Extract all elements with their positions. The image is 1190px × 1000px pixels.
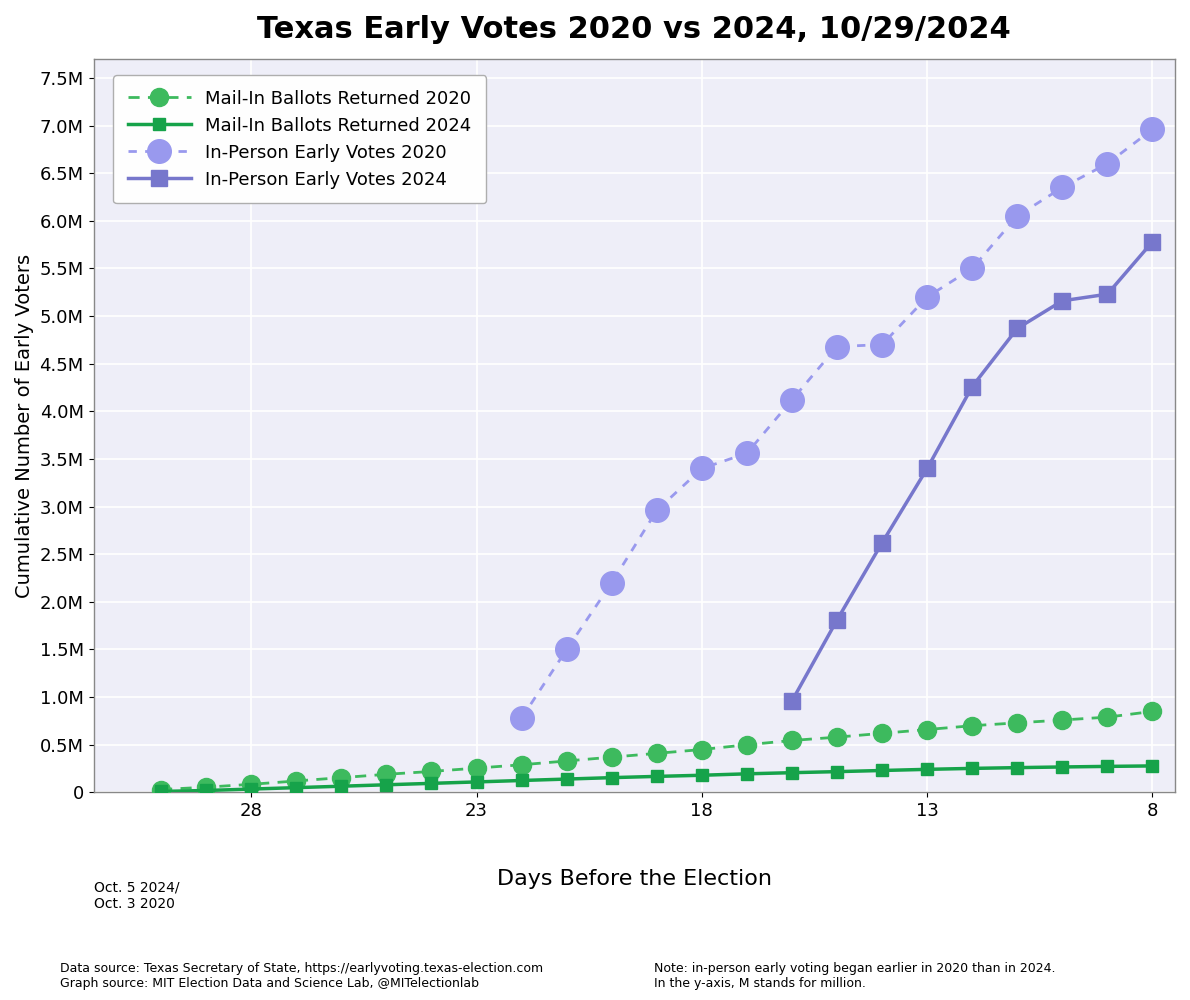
Mail-In Ballots Returned 2020 <box>380 768 394 780</box>
Mail-In Ballots Returned 2020 <box>425 765 439 777</box>
In-Person Early Votes 2024 <box>785 695 800 707</box>
Mail-In Ballots Returned 2024 <box>829 766 844 778</box>
Mail-In Ballots Returned 2020 <box>1101 711 1115 723</box>
Mail-In Ballots Returned 2020 <box>1056 714 1070 726</box>
Mail-In Ballots Returned 2024 <box>1010 762 1025 774</box>
Mail-In Ballots Returned 2020 <box>1145 705 1159 717</box>
In-Person Early Votes 2024 <box>1056 295 1070 307</box>
Mail-In Ballots Returned 2024 <box>380 779 394 791</box>
In-Person Early Votes 2024 <box>1010 322 1025 334</box>
Text: Oct. 5 2024/
Oct. 3 2020: Oct. 5 2024/ Oct. 3 2020 <box>94 880 178 911</box>
Mail-In Ballots Returned 2024 <box>650 770 664 782</box>
In-Person Early Votes 2020 <box>1101 158 1115 170</box>
Line: In-Person Early Votes 2024: In-Person Early Votes 2024 <box>784 234 1160 709</box>
Legend: Mail-In Ballots Returned 2020, Mail-In Ballots Returned 2024, In-Person Early Vo: Mail-In Ballots Returned 2020, Mail-In B… <box>113 75 487 203</box>
In-Person Early Votes 2024 <box>920 462 934 474</box>
Mail-In Ballots Returned 2020 <box>605 751 619 763</box>
In-Person Early Votes 2024 <box>1145 236 1159 248</box>
Mail-In Ballots Returned 2020 <box>559 755 574 767</box>
Text: Note: in-person early voting began earlier in 2020 than in 2024.
In the y-axis, : Note: in-person early voting began earli… <box>654 962 1056 990</box>
In-Person Early Votes 2020 <box>650 504 664 516</box>
Mail-In Ballots Returned 2020 <box>965 720 979 732</box>
In-Person Early Votes 2020 <box>965 262 979 274</box>
Mail-In Ballots Returned 2024 <box>875 764 889 776</box>
In-Person Early Votes 2020 <box>695 462 709 474</box>
Mail-In Ballots Returned 2024 <box>244 783 258 795</box>
In-Person Early Votes 2020 <box>1056 181 1070 193</box>
Mail-In Ballots Returned 2024 <box>1056 761 1070 773</box>
Mail-In Ballots Returned 2020 <box>740 739 754 751</box>
In-Person Early Votes 2020 <box>1145 123 1159 135</box>
Line: Mail-In Ballots Returned 2020: Mail-In Ballots Returned 2020 <box>152 702 1161 799</box>
Mail-In Ballots Returned 2020 <box>1010 717 1025 729</box>
Mail-In Ballots Returned 2020 <box>920 724 934 736</box>
In-Person Early Votes 2024 <box>1101 288 1115 300</box>
Mail-In Ballots Returned 2020 <box>334 772 349 784</box>
Mail-In Ballots Returned 2024 <box>785 767 800 779</box>
Mail-In Ballots Returned 2020 <box>154 784 168 796</box>
Line: Mail-In Ballots Returned 2024: Mail-In Ballots Returned 2024 <box>155 760 1159 798</box>
Mail-In Ballots Returned 2020 <box>829 731 844 743</box>
Text: Data source: Texas Secretary of State, https://earlyvoting.texas-election.com
Gr: Data source: Texas Secretary of State, h… <box>60 962 543 990</box>
Y-axis label: Cumulative Number of Early Voters: Cumulative Number of Early Voters <box>15 254 35 598</box>
Mail-In Ballots Returned 2024 <box>469 776 483 788</box>
Mail-In Ballots Returned 2024 <box>514 774 528 786</box>
Mail-In Ballots Returned 2020 <box>514 759 528 771</box>
Mail-In Ballots Returned 2020 <box>469 762 483 774</box>
Mail-In Ballots Returned 2020 <box>785 734 800 746</box>
In-Person Early Votes 2024 <box>965 381 979 393</box>
Mail-In Ballots Returned 2024 <box>695 769 709 781</box>
Mail-In Ballots Returned 2024 <box>334 780 349 792</box>
Mail-In Ballots Returned 2024 <box>965 762 979 774</box>
X-axis label: Days Before the Election: Days Before the Election <box>496 869 772 889</box>
In-Person Early Votes 2020 <box>785 394 800 406</box>
In-Person Early Votes 2020 <box>875 339 889 351</box>
Mail-In Ballots Returned 2020 <box>695 744 709 756</box>
In-Person Early Votes 2020 <box>514 712 528 724</box>
Mail-In Ballots Returned 2024 <box>920 763 934 775</box>
In-Person Early Votes 2024 <box>875 537 889 549</box>
In-Person Early Votes 2020 <box>1010 210 1025 222</box>
Mail-In Ballots Returned 2024 <box>199 784 213 796</box>
Mail-In Ballots Returned 2024 <box>1145 760 1159 772</box>
Mail-In Ballots Returned 2020 <box>875 727 889 739</box>
Title: Texas Early Votes 2020 vs 2024, 10/29/2024: Texas Early Votes 2020 vs 2024, 10/29/20… <box>257 15 1012 44</box>
In-Person Early Votes 2024 <box>829 614 844 626</box>
Mail-In Ballots Returned 2020 <box>650 747 664 759</box>
In-Person Early Votes 2020 <box>605 577 619 589</box>
Mail-In Ballots Returned 2024 <box>605 772 619 784</box>
Line: In-Person Early Votes 2020: In-Person Early Votes 2020 <box>509 118 1164 730</box>
Mail-In Ballots Returned 2024 <box>740 768 754 780</box>
Mail-In Ballots Returned 2024 <box>559 773 574 785</box>
In-Person Early Votes 2020 <box>740 447 754 459</box>
In-Person Early Votes 2020 <box>829 341 844 353</box>
Mail-In Ballots Returned 2024 <box>425 777 439 789</box>
In-Person Early Votes 2020 <box>559 643 574 655</box>
Mail-In Ballots Returned 2024 <box>1101 760 1115 772</box>
Mail-In Ballots Returned 2024 <box>154 785 168 797</box>
In-Person Early Votes 2020 <box>920 291 934 303</box>
Mail-In Ballots Returned 2024 <box>289 782 303 794</box>
Mail-In Ballots Returned 2020 <box>199 781 213 793</box>
Mail-In Ballots Returned 2020 <box>289 775 303 787</box>
Mail-In Ballots Returned 2020 <box>244 778 258 790</box>
